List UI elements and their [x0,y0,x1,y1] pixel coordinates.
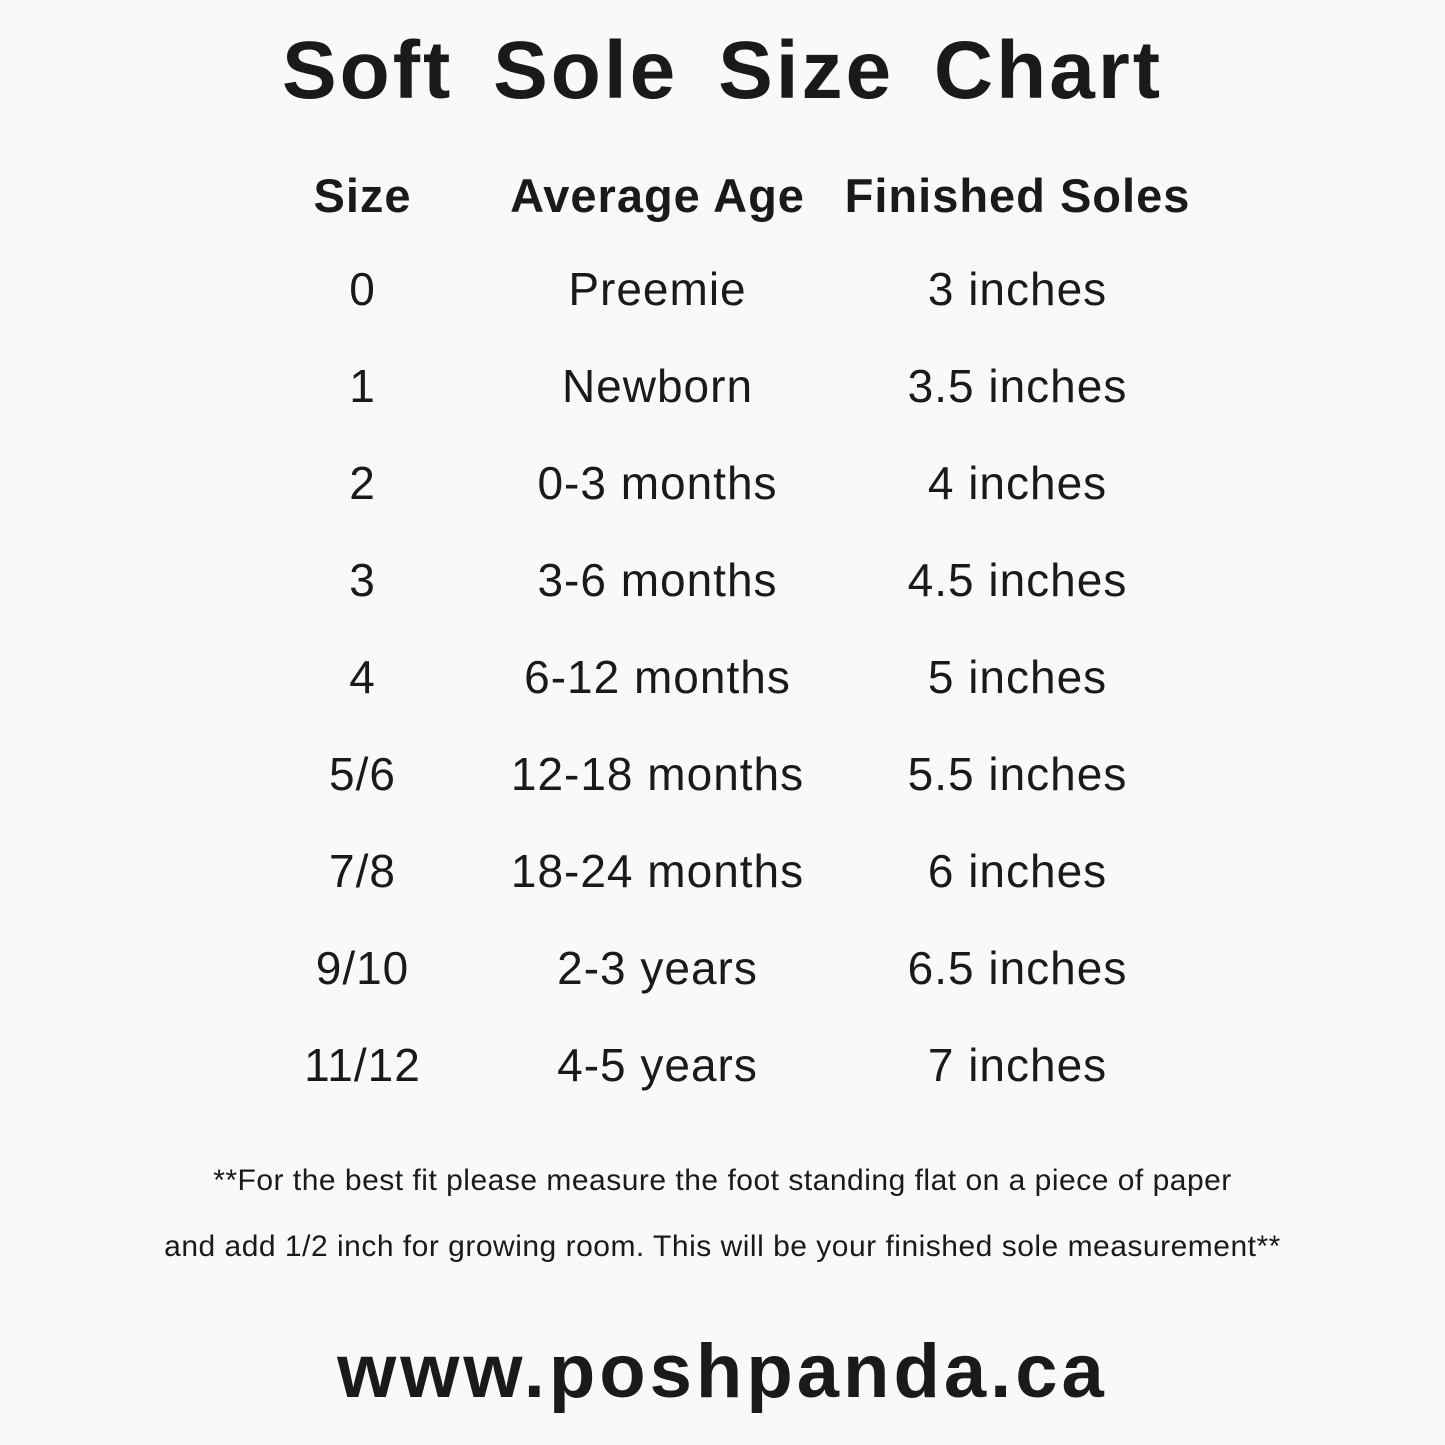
fit-note: **For the best fit please measure the fo… [0,1148,1445,1280]
age-cell: 12-18 months [510,747,805,800]
age-cell: Newborn [561,359,754,412]
size-cell: 9/10 [315,941,410,994]
soles-cell: 4 inches [927,456,1108,509]
soles-cell: 7 inches [927,1038,1108,1091]
age-cell: 18-24 months [510,844,805,897]
age-cell: 4-5 years [557,1038,758,1091]
table-row: 4 6-12 months 5 inches [248,628,1198,725]
header-finished-soles: Finished Soles [844,168,1191,222]
size-cell: 1 [349,359,376,412]
soles-cell: 4.5 inches [907,553,1128,606]
soles-cell: 5.5 inches [907,747,1128,800]
table-row: 3 3-6 months 4.5 inches [248,531,1198,628]
website-text: www.poshpanda.ca [337,1329,1108,1414]
age-cell: 3-6 months [537,553,778,606]
size-table: Size Average Age Finished Soles 0 Preemi… [248,150,1198,1113]
age-cell: 0-3 months [537,456,778,509]
soles-cell: 6 inches [927,844,1108,897]
size-cell: 5/6 [329,747,396,800]
soles-cell: 6.5 inches [907,941,1128,994]
soles-cell: 3.5 inches [907,359,1128,412]
table-header-row: Size Average Age Finished Soles [248,150,1198,240]
table-row: 5/6 12-18 months 5.5 inches [248,725,1198,822]
fit-note-line-1: **For the best fit please measure the fo… [213,1164,1232,1197]
age-cell: 6-12 months [524,650,791,703]
size-cell: 11/12 [304,1038,421,1091]
size-cell: 3 [349,553,376,606]
size-cell: 2 [349,456,376,509]
fit-note-line-2: and add 1/2 inch for growing room. This … [164,1230,1281,1263]
table-row: 7/8 18-24 months 6 inches [248,822,1198,919]
table-row: 2 0-3 months 4 inches [248,434,1198,531]
soles-cell: 3 inches [927,262,1108,315]
size-cell: 0 [349,262,376,315]
table-row: 11/12 4-5 years 7 inches [248,1016,1198,1113]
age-cell: 2-3 years [557,941,758,994]
header-size: Size [313,168,412,222]
page-title: Soft Sole Size Chart [281,25,1164,116]
age-cell: Preemie [568,262,747,315]
table-row: 0 Preemie 3 inches [248,240,1198,337]
size-cell: 4 [349,650,376,703]
soles-cell: 5 inches [927,650,1108,703]
table-row: 9/10 2-3 years 6.5 inches [248,919,1198,1016]
table-row: 1 Newborn 3.5 inches [248,337,1198,434]
header-average-age: Average Age [510,168,805,222]
size-cell: 7/8 [329,844,396,897]
